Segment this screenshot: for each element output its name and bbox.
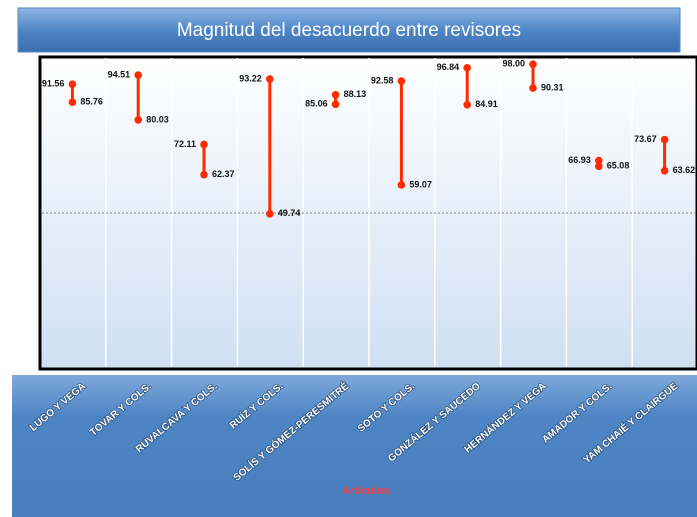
value-label: 91.56 bbox=[42, 79, 65, 89]
value-label: 49.74 bbox=[278, 208, 301, 218]
point bbox=[200, 140, 208, 149]
value-label: 62.37 bbox=[212, 169, 235, 179]
value-label: 63.62 bbox=[673, 165, 696, 175]
value-label: 85.76 bbox=[80, 97, 103, 107]
value-label: 73.67 bbox=[634, 134, 657, 144]
value-label: 66.93 bbox=[568, 155, 591, 165]
x-axis-label: Artículos bbox=[342, 485, 390, 497]
value-label: 80.03 bbox=[146, 114, 169, 124]
point bbox=[134, 116, 142, 124]
point bbox=[660, 135, 669, 144]
point bbox=[200, 170, 208, 179]
point bbox=[595, 162, 603, 171]
value-label: 93.22 bbox=[239, 73, 262, 83]
title-banner bbox=[17, 7, 681, 53]
axis-banner bbox=[12, 375, 697, 517]
point bbox=[266, 210, 274, 218]
point bbox=[134, 71, 142, 79]
value-label: 94.51 bbox=[108, 69, 131, 79]
value-label: 90.31 bbox=[541, 82, 564, 92]
point bbox=[331, 90, 340, 99]
value-label: 92.58 bbox=[371, 75, 394, 85]
chart-title: Magnitud del desacuerdo entre revisores bbox=[177, 20, 521, 41]
point bbox=[68, 98, 77, 106]
point bbox=[529, 60, 537, 68]
value-label: 98.00 bbox=[502, 59, 525, 69]
point bbox=[397, 181, 406, 189]
value-label: 65.08 bbox=[607, 161, 630, 171]
point bbox=[595, 156, 603, 165]
point bbox=[463, 100, 472, 109]
point bbox=[463, 63, 472, 72]
point bbox=[660, 166, 669, 175]
point bbox=[529, 84, 537, 92]
point bbox=[68, 80, 77, 88]
point bbox=[266, 75, 274, 83]
value-label: 84.91 bbox=[475, 99, 498, 109]
value-label: 85.06 bbox=[305, 99, 328, 109]
value-label: 72.11 bbox=[174, 139, 196, 149]
value-label: 59.07 bbox=[409, 179, 432, 189]
value-label: 88.13 bbox=[344, 89, 367, 99]
point bbox=[397, 77, 406, 85]
point bbox=[331, 100, 340, 109]
value-label: 96.84 bbox=[437, 62, 460, 72]
